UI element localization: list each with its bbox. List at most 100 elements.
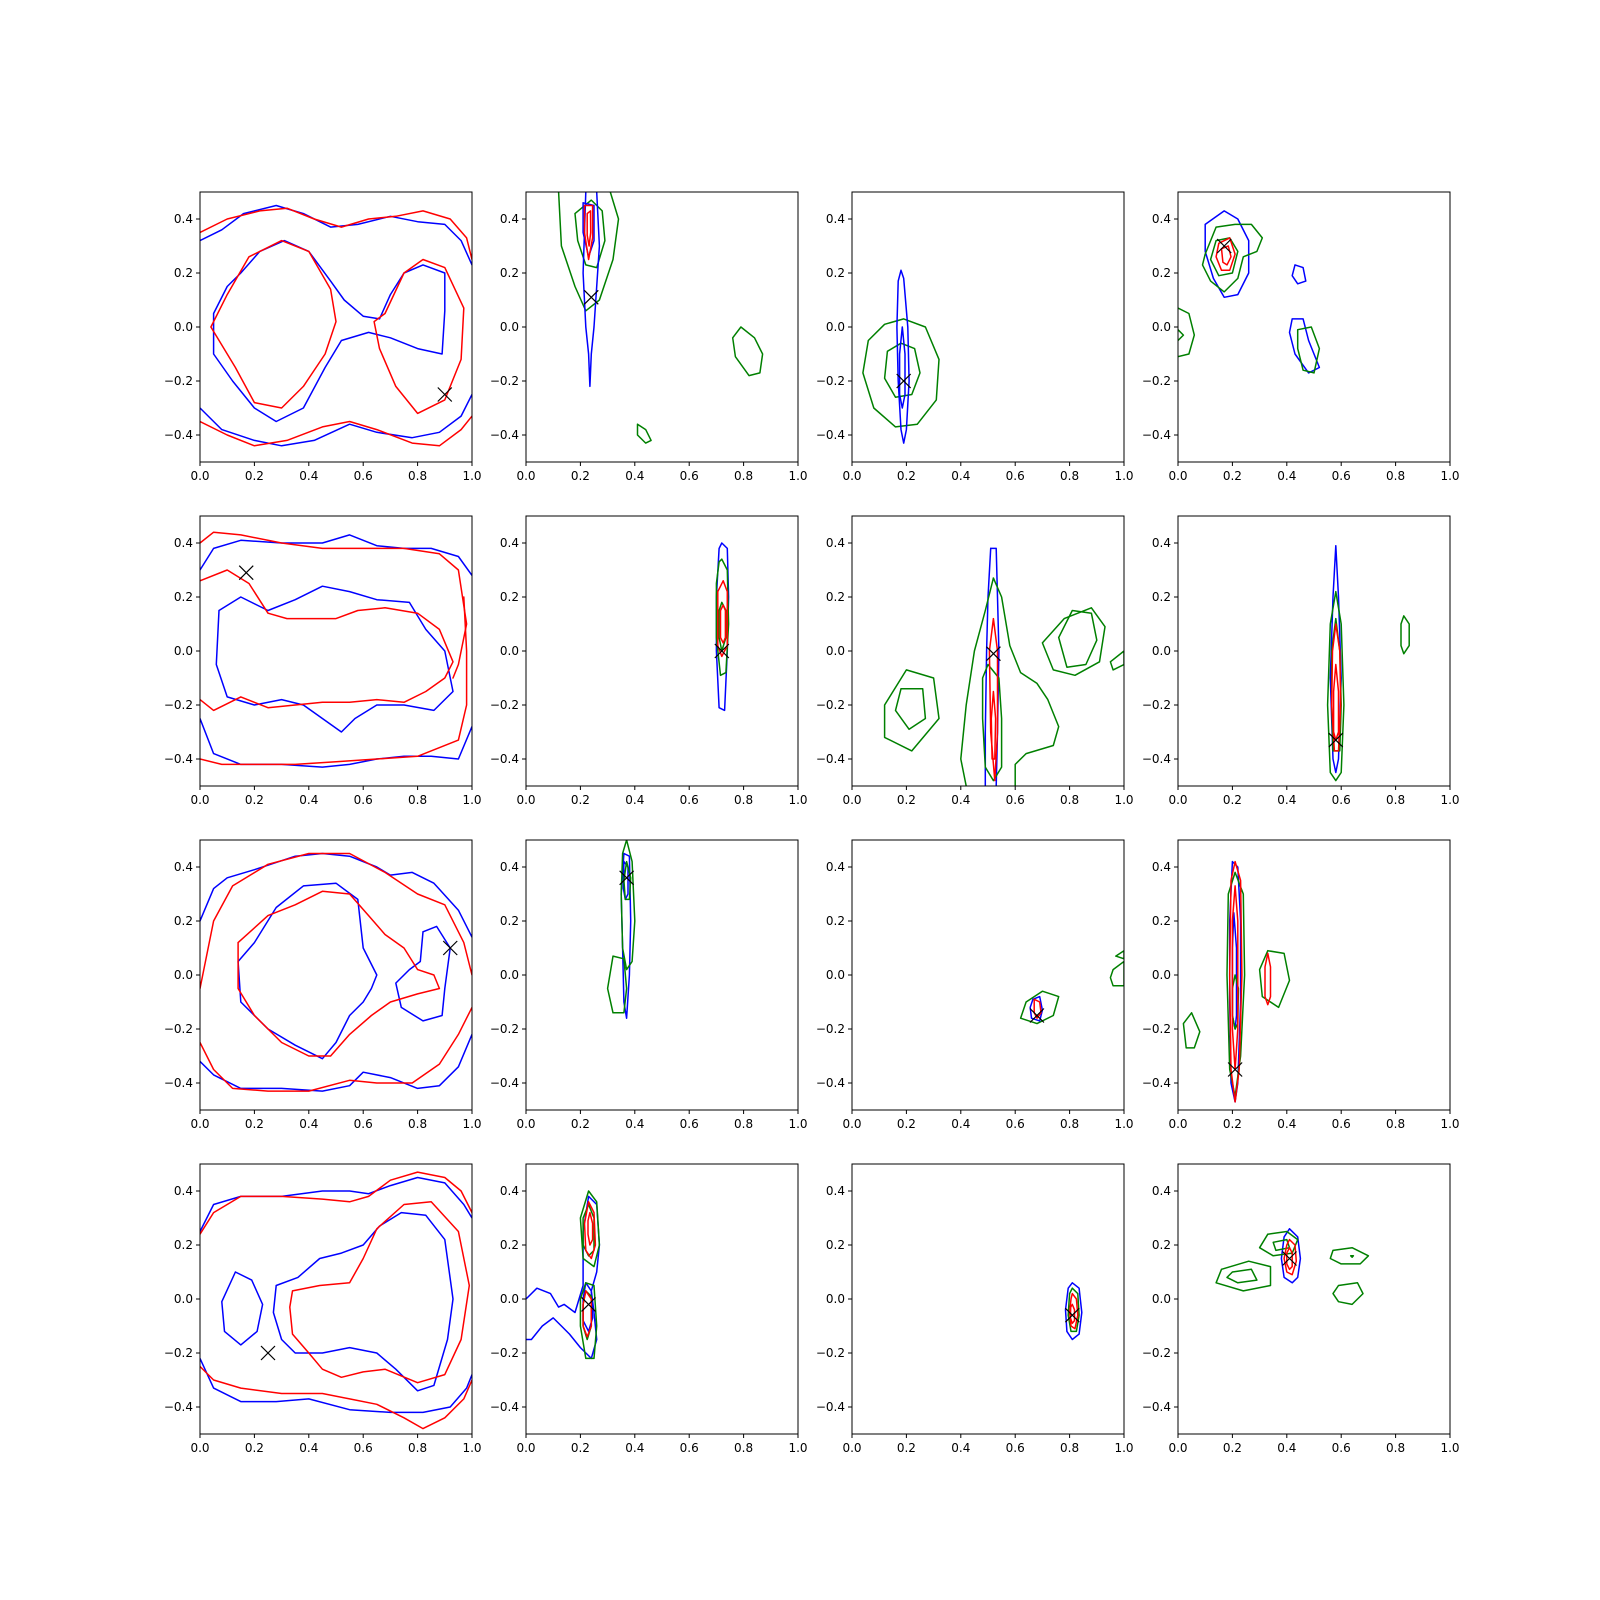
contour-line-green [1201, 223, 1264, 293]
x-tick-label: 1.0 [1114, 1441, 1133, 1455]
contour-line-green [862, 318, 940, 428]
x-tick-label: 0.0 [190, 1117, 209, 1131]
contour-line-green [1057, 609, 1098, 668]
y-tick-label: 0.2 [826, 914, 845, 928]
contour-line-green [1067, 1287, 1080, 1333]
y-tick-label: −0.2 [490, 1022, 519, 1036]
x-tick-label: 0.6 [1332, 469, 1351, 483]
x-tick-label: 0.2 [245, 793, 264, 807]
y-tick-label: −0.4 [490, 1400, 519, 1414]
x-tick-label: 0.0 [516, 1117, 535, 1131]
x-tick-label: 0.4 [299, 793, 318, 807]
y-tick-label: 0.4 [500, 1184, 519, 1198]
x-tick-label: 0.4 [951, 1117, 970, 1131]
x-marker-stroke [1227, 1062, 1243, 1077]
contour-line-red [582, 1290, 593, 1338]
x-tick-label: 0.8 [1060, 469, 1079, 483]
x-tick-label: 0.8 [734, 1117, 753, 1131]
x-tick-label: 0.8 [734, 1441, 753, 1455]
x-marker [583, 289, 599, 305]
x-tick-label: 0.8 [1386, 793, 1405, 807]
contour-lines [1019, 949, 1124, 1025]
contour-line-green [1296, 326, 1321, 374]
y-tick-label: 0.2 [174, 1238, 193, 1252]
contour-lines [862, 269, 940, 444]
x-tick-label: 0.0 [842, 1117, 861, 1131]
y-tick-label: 0.0 [1152, 1292, 1171, 1306]
y-tick-label: −0.2 [164, 374, 193, 388]
contour-line-red [200, 207, 472, 261]
y-tick-label: −0.4 [164, 1400, 193, 1414]
x-tick-label: 0.6 [680, 469, 699, 483]
contour-line-red [1215, 237, 1236, 272]
contour-line-red [200, 852, 472, 990]
contour-line-green [883, 669, 940, 752]
contour-lines [200, 1171, 472, 1430]
x-tick-label: 0.2 [571, 1117, 590, 1131]
contour-line-red [200, 569, 454, 712]
y-tick-label: 0.4 [500, 212, 519, 226]
x-tick-label: 0.4 [625, 1441, 644, 1455]
x-tick-label: 1.0 [462, 469, 481, 483]
x-tick-label: 0.2 [897, 1117, 916, 1131]
x-tick-label: 0.4 [951, 469, 970, 483]
x-tick-label: 1.0 [1440, 793, 1459, 807]
y-tick-label: 0.4 [174, 536, 193, 550]
contour-line-red [1264, 952, 1272, 1006]
x-tick-label: 0.6 [680, 793, 699, 807]
x-marker [238, 565, 254, 581]
y-tick-label: −0.2 [1142, 698, 1171, 712]
contour-line-red [586, 210, 592, 247]
x-tick-label: 0.8 [734, 469, 753, 483]
x-tick-label: 0.0 [190, 469, 209, 483]
contour-line-green [574, 199, 606, 269]
contour-line-red [988, 617, 999, 782]
y-tick-label: 0.4 [826, 212, 845, 226]
contour-line-green [579, 1282, 598, 1360]
x-marker [619, 870, 635, 886]
y-tick-label: −0.4 [816, 1400, 845, 1414]
y-tick-label: 0.4 [500, 536, 519, 550]
contour-line-red [200, 1006, 472, 1092]
x-tick-label: 0.6 [680, 1117, 699, 1131]
y-tick-label: 0.2 [174, 914, 193, 928]
contour-line-green [1329, 1246, 1370, 1265]
y-tick-label: −0.2 [164, 1346, 193, 1360]
y-tick-label: 0.2 [500, 914, 519, 928]
x-tick-label: 0.2 [897, 1441, 916, 1455]
contour-line-red [289, 1201, 471, 1384]
x-tick-label: 0.4 [625, 1117, 644, 1131]
contour-line-red [587, 1211, 594, 1246]
contour-line-blue [395, 925, 451, 1022]
contour-line-red [210, 239, 337, 409]
x-tick-label: 0.2 [897, 793, 916, 807]
contour-line-red [583, 1201, 597, 1260]
x-tick-label: 1.0 [1114, 793, 1133, 807]
x-tick-label: 1.0 [1440, 1441, 1459, 1455]
subplot-8: 0.0 0.2 0.4 0.6 0.8 1.0 −0.4 −0.2 0.0 0.2 0.4 [1142, 515, 1460, 807]
subplot-6: 0.0 0.2 0.4 0.6 0.8 1.0 −0.4 −0.2 0.0 0.2 0.4 [490, 515, 808, 807]
contour-line-red [990, 690, 997, 760]
contour-line-green [620, 840, 636, 971]
y-tick-label: 0.0 [826, 644, 845, 658]
x-marker-stroke [583, 289, 599, 305]
y-tick-label: −0.2 [816, 374, 845, 388]
x-tick-label: 1.0 [1114, 469, 1133, 483]
y-tick-label: −0.4 [816, 752, 845, 766]
y-tick-label: 0.4 [1152, 212, 1171, 226]
y-tick-label: 0.0 [174, 968, 193, 982]
x-marker-stroke [437, 387, 453, 402]
x-tick-label: 0.0 [516, 469, 535, 483]
contour-line-red [200, 1365, 472, 1430]
x-tick-label: 0.6 [354, 1441, 373, 1455]
x-tick-label: 0.2 [245, 469, 264, 483]
x-tick-label: 0.0 [1168, 1117, 1187, 1131]
y-tick-label: 0.0 [500, 968, 519, 982]
contour-line-green [1215, 1260, 1272, 1292]
contour-line-blue [1204, 210, 1250, 299]
y-tick-label: 0.0 [500, 644, 519, 658]
x-tick-label: 0.2 [1223, 1441, 1242, 1455]
y-tick-label: 0.2 [826, 266, 845, 280]
contour-lines [557, 192, 764, 444]
x-marker [1216, 238, 1232, 254]
